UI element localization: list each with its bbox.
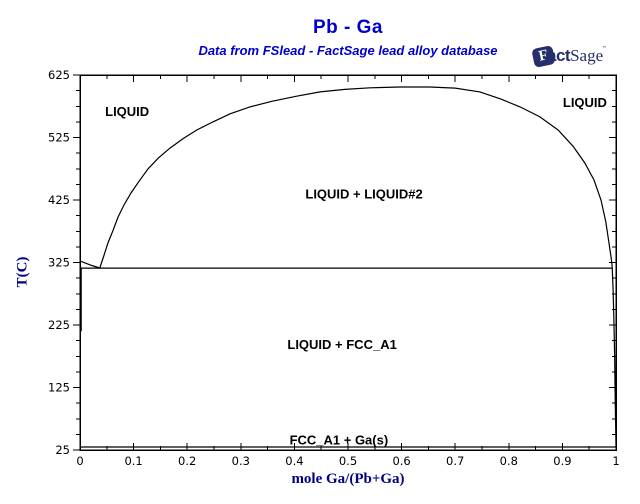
page-subtitle: Data from FSlead - FactSage lead alloy d… bbox=[198, 43, 498, 58]
y-axis-tick-label: 125 bbox=[48, 381, 70, 395]
curve-liquidus-ga-rich bbox=[611, 266, 617, 448]
region-label: LIQUID bbox=[563, 95, 607, 110]
y-axis-tick-label: 325 bbox=[48, 256, 70, 270]
x-axis-tick-label: 0.3 bbox=[232, 454, 250, 468]
x-axis-tick-label: 1 bbox=[612, 454, 619, 468]
region-label: LIQUID bbox=[105, 104, 149, 119]
x-axis-tick-label: 0.8 bbox=[500, 454, 518, 468]
x-axis-tick-label: 0 bbox=[76, 454, 83, 468]
x-axis-tick-label: 0.7 bbox=[446, 454, 464, 468]
y-axis-tick-label: 25 bbox=[55, 443, 70, 457]
region-label: FCC_A1 + Ga(s) bbox=[290, 433, 389, 448]
y-axis-tick-label: 525 bbox=[48, 131, 70, 145]
y-axis-tick-label: 425 bbox=[48, 193, 70, 207]
trademark-icon: ” bbox=[603, 45, 606, 54]
y-axis-tick-label: 625 bbox=[48, 68, 70, 82]
x-axis-tick-label: 0.6 bbox=[392, 454, 410, 468]
x-axis-tick-label: 0.2 bbox=[178, 454, 196, 468]
x-axis-tick-label: 0.9 bbox=[553, 454, 571, 468]
x-axis-tick-label: 0.4 bbox=[285, 454, 303, 468]
x-axis-label: mole Ga/(Pb+Ga) bbox=[291, 471, 405, 487]
x-axis-tick-label: 0.5 bbox=[339, 454, 357, 468]
plot-border bbox=[79, 74, 617, 451]
x-axis-tick-label: 0.1 bbox=[124, 454, 142, 468]
y-axis-tick-label: 225 bbox=[48, 318, 70, 332]
page-title: Pb - Ga bbox=[312, 17, 383, 38]
curve-liquidus-miscibility-gap bbox=[79, 86, 613, 269]
factsage-logo-sage: Sage bbox=[570, 46, 604, 65]
region-label: LIQUID + FCC_A1 bbox=[287, 337, 396, 352]
region-label: LIQUID + LIQUID#2 bbox=[305, 186, 422, 201]
